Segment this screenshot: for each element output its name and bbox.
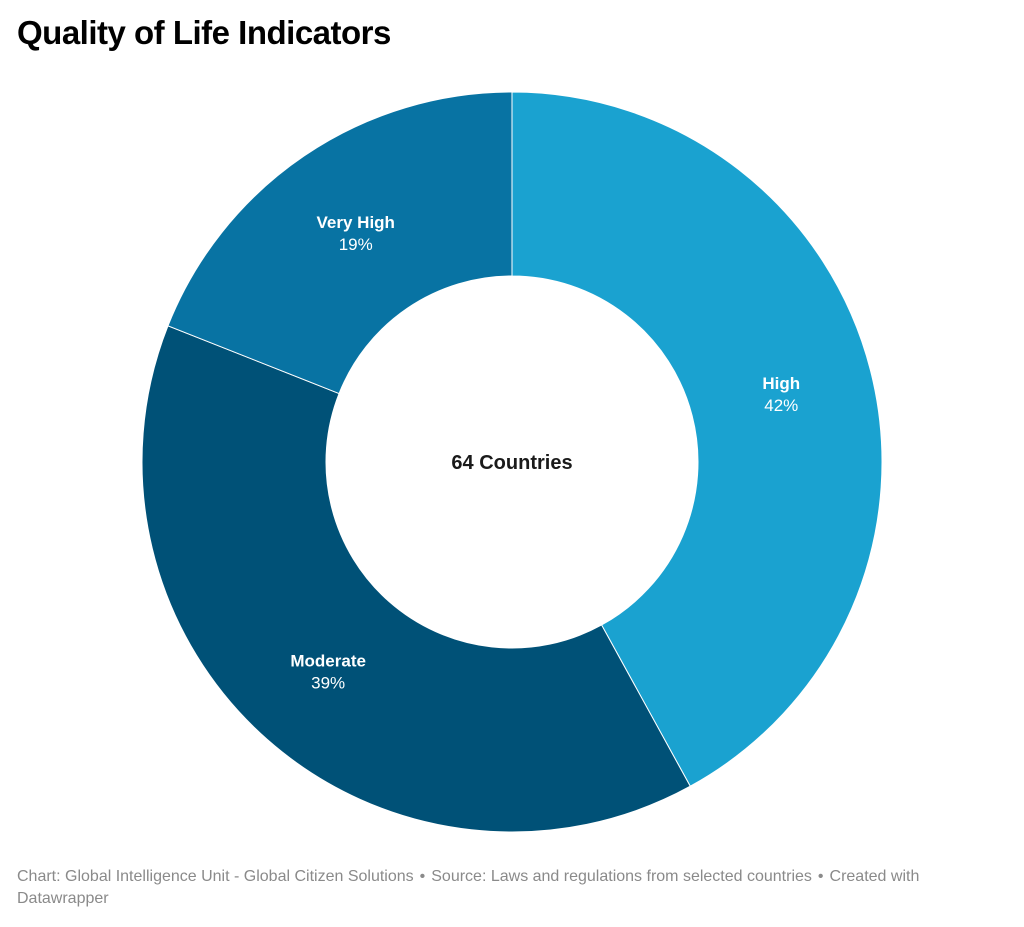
center-label: 64 Countries (451, 452, 572, 474)
donut-chart: High 42% Moderate 39% Very High 19% 64 Countri… (141, 91, 883, 833)
created-with-link[interactable]: Created with Datawrapper (17, 868, 920, 907)
separator: • (419, 868, 426, 885)
slice-moderate (141, 325, 691, 833)
slice-label: High (762, 374, 800, 393)
slice-high (511, 91, 883, 787)
separator: • (817, 868, 824, 885)
slice-value-label: 39% (311, 674, 345, 693)
slice-value-label: 42% (764, 396, 798, 415)
slice-label: Moderate (290, 652, 366, 671)
slice-label: Very High (317, 213, 395, 232)
slice-very-high (167, 91, 513, 395)
chart-title: Quality of Life Indicators (17, 14, 391, 51)
source-note: Source: Laws and regulations from select… (431, 868, 812, 885)
chart-credit: Chart: Global Intelligence Unit - Global… (17, 868, 414, 885)
chart-footer: Chart: Global Intelligence Unit - Global… (17, 866, 1007, 910)
slice-value-label: 19% (339, 235, 373, 254)
